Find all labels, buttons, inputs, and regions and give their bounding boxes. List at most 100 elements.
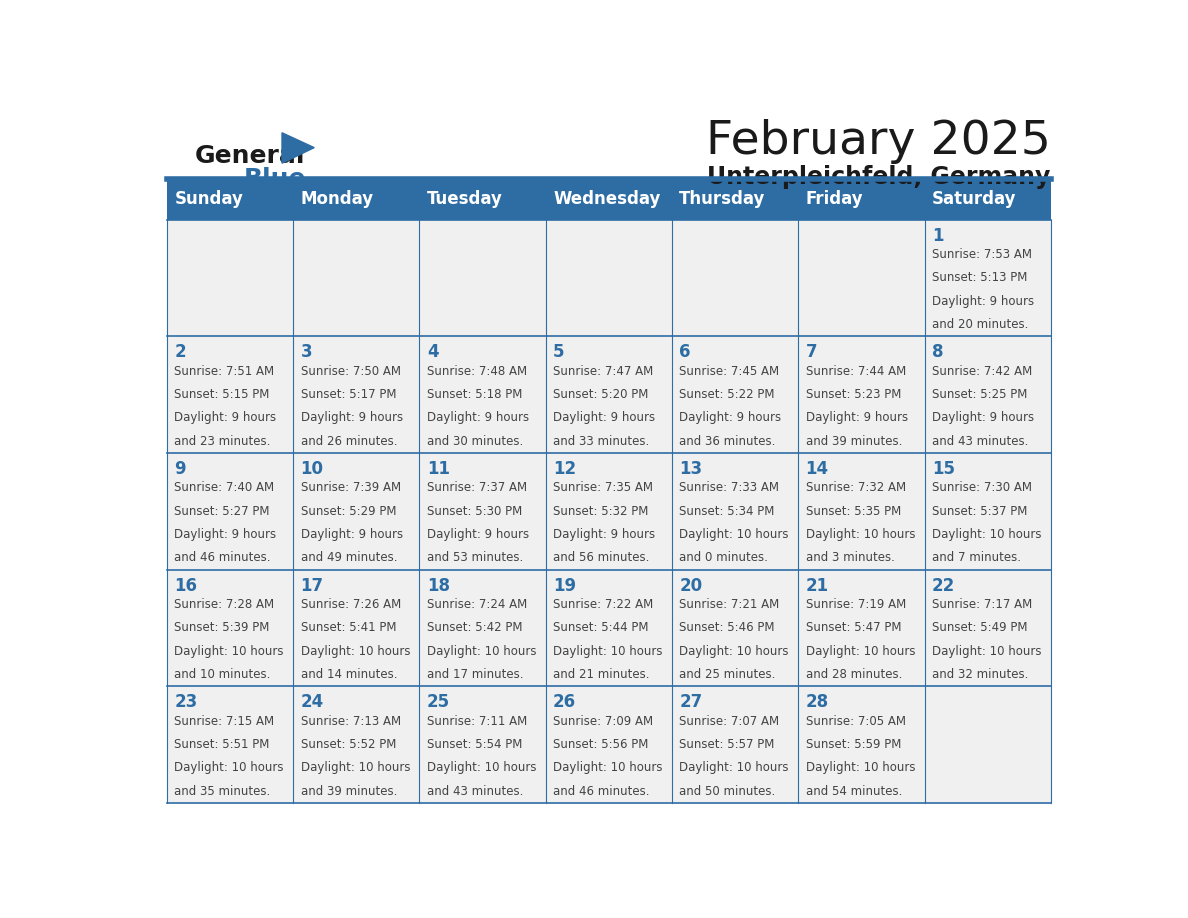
Text: Sunrise: 7:44 AM: Sunrise: 7:44 AM — [805, 364, 906, 377]
Text: 6: 6 — [680, 343, 691, 362]
Text: Daylight: 9 hours: Daylight: 9 hours — [426, 528, 529, 541]
Text: Sunrise: 7:09 AM: Sunrise: 7:09 AM — [554, 714, 653, 728]
Text: and 35 minutes.: and 35 minutes. — [175, 785, 271, 798]
Text: Sunrise: 7:40 AM: Sunrise: 7:40 AM — [175, 481, 274, 494]
Text: 4: 4 — [426, 343, 438, 362]
Text: Daylight: 10 hours: Daylight: 10 hours — [931, 528, 1042, 541]
Text: and 3 minutes.: and 3 minutes. — [805, 551, 895, 565]
Text: Sunrise: 7:24 AM: Sunrise: 7:24 AM — [426, 598, 527, 610]
Text: Sunset: 5:57 PM: Sunset: 5:57 PM — [680, 738, 775, 751]
Text: 14: 14 — [805, 460, 829, 478]
Text: Unterpleichfeld, Germany: Unterpleichfeld, Germany — [707, 165, 1051, 189]
Bar — [166, 453, 1051, 569]
Text: 10: 10 — [301, 460, 323, 478]
Text: Sunrise: 7:37 AM: Sunrise: 7:37 AM — [426, 481, 527, 494]
Text: Daylight: 10 hours: Daylight: 10 hours — [680, 644, 789, 657]
Text: Sunrise: 7:45 AM: Sunrise: 7:45 AM — [680, 364, 779, 377]
Text: 12: 12 — [554, 460, 576, 478]
Text: and 46 minutes.: and 46 minutes. — [554, 785, 650, 798]
Text: Sunrise: 7:13 AM: Sunrise: 7:13 AM — [301, 714, 400, 728]
Text: and 32 minutes.: and 32 minutes. — [931, 668, 1029, 681]
Text: Sunset: 5:54 PM: Sunset: 5:54 PM — [426, 738, 523, 751]
Text: Sunrise: 7:21 AM: Sunrise: 7:21 AM — [680, 598, 779, 610]
Text: 8: 8 — [931, 343, 943, 362]
Text: 22: 22 — [931, 577, 955, 595]
Text: Saturday: Saturday — [931, 190, 1017, 208]
Text: 11: 11 — [426, 460, 450, 478]
Text: Daylight: 10 hours: Daylight: 10 hours — [301, 644, 410, 657]
Text: and 7 minutes.: and 7 minutes. — [931, 551, 1020, 565]
Text: and 17 minutes.: and 17 minutes. — [426, 668, 524, 681]
Text: Daylight: 9 hours: Daylight: 9 hours — [931, 411, 1034, 424]
Text: Sunset: 5:22 PM: Sunset: 5:22 PM — [680, 388, 775, 401]
Text: Sunrise: 7:15 AM: Sunrise: 7:15 AM — [175, 714, 274, 728]
Text: Sunset: 5:30 PM: Sunset: 5:30 PM — [426, 505, 522, 518]
Text: Daylight: 9 hours: Daylight: 9 hours — [680, 411, 782, 424]
Text: 13: 13 — [680, 460, 702, 478]
Bar — [166, 179, 1051, 219]
Polygon shape — [282, 133, 314, 163]
Text: 24: 24 — [301, 693, 324, 711]
Text: 2: 2 — [175, 343, 185, 362]
Text: Sunset: 5:25 PM: Sunset: 5:25 PM — [931, 388, 1028, 401]
Text: and 23 minutes.: and 23 minutes. — [175, 434, 271, 448]
Text: Sunset: 5:34 PM: Sunset: 5:34 PM — [680, 505, 775, 518]
Text: Sunrise: 7:07 AM: Sunrise: 7:07 AM — [680, 714, 779, 728]
Text: and 54 minutes.: and 54 minutes. — [805, 785, 902, 798]
Text: Daylight: 10 hours: Daylight: 10 hours — [426, 644, 536, 657]
Text: Sunset: 5:18 PM: Sunset: 5:18 PM — [426, 388, 523, 401]
Text: and 53 minutes.: and 53 minutes. — [426, 551, 523, 565]
Text: and 25 minutes.: and 25 minutes. — [680, 668, 776, 681]
Text: Daylight: 10 hours: Daylight: 10 hours — [805, 644, 915, 657]
Text: Daylight: 9 hours: Daylight: 9 hours — [175, 411, 277, 424]
Text: and 56 minutes.: and 56 minutes. — [554, 551, 650, 565]
Text: Thursday: Thursday — [680, 190, 766, 208]
Text: 7: 7 — [805, 343, 817, 362]
Text: Sunset: 5:20 PM: Sunset: 5:20 PM — [554, 388, 649, 401]
Text: Daylight: 9 hours: Daylight: 9 hours — [931, 295, 1034, 308]
Text: Daylight: 9 hours: Daylight: 9 hours — [554, 411, 656, 424]
Text: Sunset: 5:17 PM: Sunset: 5:17 PM — [301, 388, 396, 401]
Text: Sunset: 5:15 PM: Sunset: 5:15 PM — [175, 388, 270, 401]
Text: and 28 minutes.: and 28 minutes. — [805, 668, 902, 681]
Text: Sunset: 5:29 PM: Sunset: 5:29 PM — [301, 505, 396, 518]
Text: 3: 3 — [301, 343, 312, 362]
Text: Sunrise: 7:51 AM: Sunrise: 7:51 AM — [175, 364, 274, 377]
Text: Daylight: 10 hours: Daylight: 10 hours — [554, 644, 663, 657]
Text: and 39 minutes.: and 39 minutes. — [805, 434, 902, 448]
Text: Sunrise: 7:53 AM: Sunrise: 7:53 AM — [931, 248, 1032, 261]
Text: and 10 minutes.: and 10 minutes. — [175, 668, 271, 681]
Text: Monday: Monday — [301, 190, 374, 208]
Text: Daylight: 10 hours: Daylight: 10 hours — [426, 761, 536, 774]
Text: Sunrise: 7:30 AM: Sunrise: 7:30 AM — [931, 481, 1032, 494]
Text: Sunrise: 7:11 AM: Sunrise: 7:11 AM — [426, 714, 527, 728]
Text: and 0 minutes.: and 0 minutes. — [680, 551, 769, 565]
Text: Sunrise: 7:33 AM: Sunrise: 7:33 AM — [680, 481, 779, 494]
Text: 21: 21 — [805, 577, 829, 595]
Text: Sunset: 5:41 PM: Sunset: 5:41 PM — [301, 621, 396, 634]
Text: 19: 19 — [554, 577, 576, 595]
Text: and 26 minutes.: and 26 minutes. — [301, 434, 397, 448]
Text: Sunset: 5:32 PM: Sunset: 5:32 PM — [554, 505, 649, 518]
Text: 28: 28 — [805, 693, 829, 711]
Text: Wednesday: Wednesday — [554, 190, 661, 208]
Text: Sunrise: 7:17 AM: Sunrise: 7:17 AM — [931, 598, 1032, 610]
Text: and 33 minutes.: and 33 minutes. — [554, 434, 650, 448]
Text: 23: 23 — [175, 693, 197, 711]
Text: Sunrise: 7:42 AM: Sunrise: 7:42 AM — [931, 364, 1032, 377]
Text: Sunrise: 7:35 AM: Sunrise: 7:35 AM — [554, 481, 653, 494]
Text: and 43 minutes.: and 43 minutes. — [931, 434, 1029, 448]
Text: 16: 16 — [175, 577, 197, 595]
Text: Sunset: 5:46 PM: Sunset: 5:46 PM — [680, 621, 775, 634]
Text: Sunset: 5:44 PM: Sunset: 5:44 PM — [554, 621, 649, 634]
Text: and 50 minutes.: and 50 minutes. — [680, 785, 776, 798]
Text: Daylight: 9 hours: Daylight: 9 hours — [301, 528, 403, 541]
Text: Sunrise: 7:32 AM: Sunrise: 7:32 AM — [805, 481, 905, 494]
Text: and 36 minutes.: and 36 minutes. — [680, 434, 776, 448]
Text: February 2025: February 2025 — [706, 119, 1051, 164]
Text: Sunset: 5:52 PM: Sunset: 5:52 PM — [301, 738, 396, 751]
Text: Sunset: 5:39 PM: Sunset: 5:39 PM — [175, 621, 270, 634]
Text: Sunrise: 7:47 AM: Sunrise: 7:47 AM — [554, 364, 653, 377]
Text: Daylight: 10 hours: Daylight: 10 hours — [931, 644, 1042, 657]
Text: Sunrise: 7:50 AM: Sunrise: 7:50 AM — [301, 364, 400, 377]
